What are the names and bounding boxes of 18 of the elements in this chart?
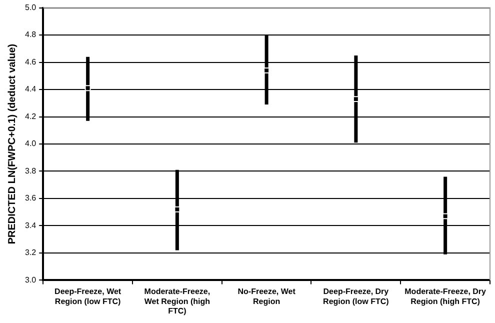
x-tick-label: Deep-Freeze, Dry Region (low FTC) [323, 287, 390, 306]
point [84, 85, 91, 92]
y-tick-label: 4.0 [24, 139, 37, 148]
y-tick-label: 3.6 [24, 194, 37, 203]
x-tick-label: No-Freeze, Wet Region [238, 287, 296, 306]
x-tick-label: Moderate-Freeze, Dry Region (high FTC) [404, 287, 487, 306]
y-tick-label: 3.0 [24, 275, 37, 284]
x-tick-label: Deep-Freeze, Wet Region (low FTC) [54, 287, 122, 306]
y-tick-label: 5.0 [24, 3, 37, 12]
x-tick-label: Moderate-Freeze, Wet Region (high FTC) [144, 287, 210, 316]
y-tick-label: 4.2 [24, 112, 37, 121]
y-tick-label: 4.4 [24, 84, 37, 94]
y-tick-label: 3.4 [24, 220, 37, 230]
y-axis-title: PREDICTED LN(FWPC+0.1) (deduct value) [6, 44, 18, 244]
y-tick-label: 4.6 [24, 57, 37, 66]
y-tick-label: 3.8 [24, 166, 37, 176]
y-tick-label: 4.8 [24, 30, 37, 40]
y-tick-label: 3.2 [24, 248, 37, 258]
